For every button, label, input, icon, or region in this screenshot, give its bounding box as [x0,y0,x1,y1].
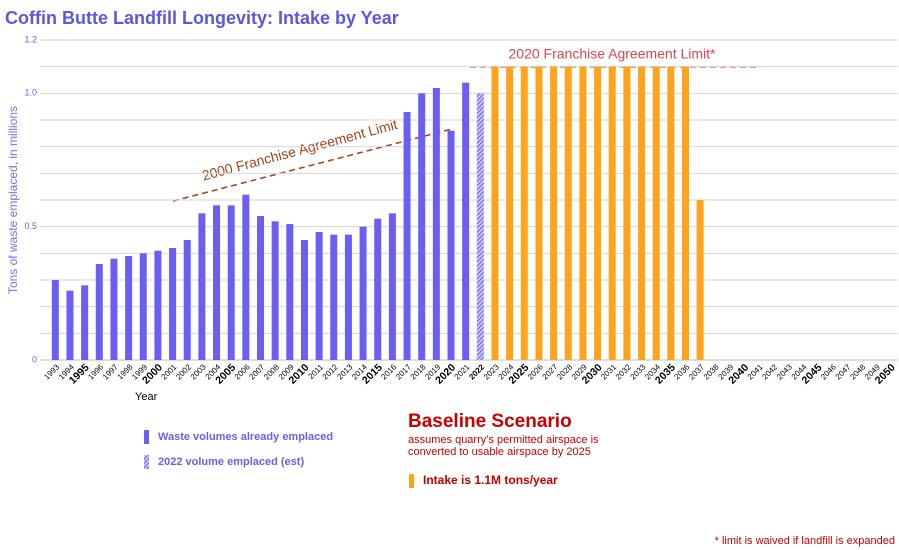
x-tick-label: 2013 [335,362,354,381]
x-tick-label: 2042 [760,362,779,381]
bar [110,258,118,360]
x-tick-label: 2017 [394,362,413,381]
bar [198,213,206,360]
x-tick-label: 2002 [174,362,193,381]
x-tick-label: 2048 [848,362,867,381]
x-tick-label: 2007 [247,362,266,381]
legend-label: 2022 volume emplaced (est) [158,456,304,468]
bar [95,264,103,360]
x-tick-label: 2028 [555,362,574,381]
bar [432,88,440,360]
bar [564,66,572,361]
x-tick-label: 2041 [746,362,765,381]
bar [227,205,235,360]
bar [242,194,250,360]
chart-title: Coffin Butte Landfill Longevity: Intake … [5,8,399,28]
bar [638,66,646,361]
bar [81,285,89,360]
x-tick-label: 2043 [775,362,794,381]
x-tick-label: 2047 [834,362,853,381]
bar [594,66,602,361]
legend-swatch [144,430,149,444]
bar [550,66,558,361]
legend-label: Waste volumes already emplaced [158,431,333,443]
scenario-note: assumes quarry’s permitted airspace is [408,434,599,446]
bar [696,200,704,360]
bar [139,253,147,360]
x-tick-label: 1993 [42,362,61,381]
x-tick-label: 2032 [614,362,633,381]
bar [388,213,396,360]
bar [315,232,323,360]
bar [66,290,74,360]
bar [359,226,367,360]
bar [154,250,162,360]
x-tick-label: 2018 [409,362,428,381]
bar [183,240,191,360]
bar [271,221,279,360]
bar [682,66,689,361]
y-tick-label: 1.0 [24,88,37,98]
x-tick-label: 2038 [702,362,721,381]
annotation: 2020 Franchise Agreement Limit* [509,46,717,62]
x-tick-label: 1997 [101,362,120,381]
x-tick-label: 1998 [116,362,135,381]
x-tick-label: 2021 [453,362,472,381]
bar [652,66,660,361]
x-tick-label: 2031 [599,362,618,381]
legend-swatch [409,474,414,488]
y-axis-label: Tons of waste emplaced, in millions [6,106,20,294]
x-tick-label: 2001 [160,362,179,381]
scenario-title: Baseline Scenario [408,411,572,432]
x-tick-label: 2036 [672,362,691,381]
x-tick-label: 2016 [379,362,398,381]
x-tick-label: 2012 [321,362,340,381]
bar [344,234,352,360]
x-tick-label: 2003 [189,362,208,381]
bar [447,130,455,360]
x-tick-label: 2008 [262,362,281,381]
bar [300,240,308,360]
bar [623,66,631,361]
footnote: * limit is waived if landfill is expande… [715,535,895,547]
x-tick-label: 2026 [526,362,545,381]
bar [506,66,514,361]
x-tick-label: 2022 [467,362,486,381]
x-tick-label: 2046 [819,362,838,381]
bar [169,248,177,360]
y-tick-label: 0.5 [24,221,37,231]
x-tick-label: 2027 [541,362,560,381]
bar [125,256,133,360]
bar [257,216,264,360]
x-tick-label: 2033 [628,362,647,381]
bar [476,93,484,360]
bar [608,66,616,361]
y-tick-label: 0 [32,354,37,364]
bar [330,234,338,360]
bar [418,93,426,360]
bar [213,205,221,360]
scenario-note: converted to usable airspace by 2025 [408,446,591,458]
x-axis-label: Year [135,391,158,403]
bar [462,82,470,361]
legend-label: Intake is 1.1M tons/year [423,473,558,487]
bar [491,66,499,361]
bar [51,280,59,360]
bar [520,66,528,361]
bar [579,66,587,361]
x-tick-label: 2023 [482,362,501,381]
bar [403,112,411,360]
bar [374,218,382,360]
legend-swatch [144,455,149,469]
bar [286,224,294,360]
y-tick-label: 1.2 [24,34,37,44]
x-tick-label: 2037 [687,362,706,381]
x-tick-label: 1996 [86,362,105,381]
bar [667,66,675,361]
x-tick-label: 2006 [233,362,252,381]
bar [535,66,543,361]
